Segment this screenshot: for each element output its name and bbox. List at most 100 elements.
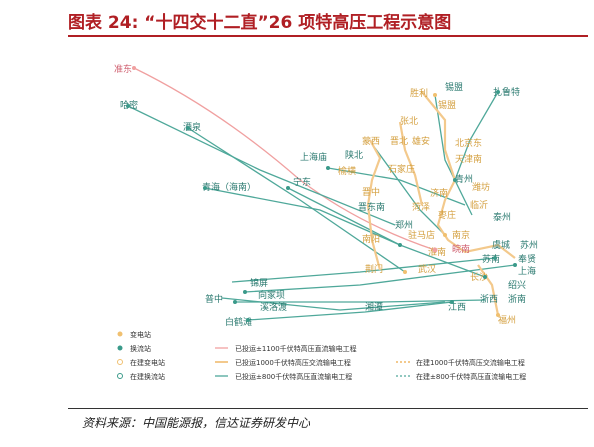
city-label: 张北 <box>400 116 418 127</box>
station-marker <box>443 233 447 237</box>
station-marker <box>126 104 130 108</box>
city-label: 菏泽 <box>412 202 430 213</box>
line-zhundong-wannan <box>133 67 436 251</box>
legend-label: 变电站 <box>130 330 151 339</box>
city-label: 晋北 <box>390 136 408 147</box>
line-ac-southeast <box>477 264 500 316</box>
city-label: 雄安 <box>412 135 430 147</box>
legend-building-substation-ring <box>117 359 123 365</box>
legend-label: 在建1000千伏特高压交流输电工程 <box>416 358 525 367</box>
title-rule <box>68 35 588 37</box>
city-label: 胜利 <box>410 87 428 99</box>
city-label: 蒙西 <box>362 135 380 147</box>
city-label: 武汉 <box>418 263 436 275</box>
city-label: 上海 <box>518 265 536 277</box>
station-marker <box>433 93 437 97</box>
city-label: 郑州 <box>395 219 413 231</box>
city-label: 浙西 <box>480 293 498 305</box>
source-note: 资料来源：中国能源报，信达证券研发中心 <box>82 416 311 430</box>
city-label: 长沙 <box>470 271 488 283</box>
city-label: 荆门 <box>365 263 383 275</box>
station-marker <box>450 300 454 304</box>
city-label: 苏州 <box>520 239 538 251</box>
city-label: 锦屏 <box>250 277 268 289</box>
line-shanghaimiao-linyi <box>327 167 466 206</box>
city-label: 绍兴 <box>508 279 526 291</box>
city-label: 榆横 <box>338 165 356 177</box>
city-label: 向家坝 <box>258 289 285 301</box>
legend-label: 已投运±1100千伏特高压直流输电工程 <box>235 344 357 353</box>
city-label: 普中 <box>205 293 223 305</box>
city-label: 浙南 <box>508 293 526 305</box>
legend-label: 在建±800千伏特高压直流输电工程 <box>416 372 526 381</box>
station-marker <box>203 186 207 190</box>
city-label: 陕北 <box>345 149 363 161</box>
station-marker <box>243 290 247 294</box>
city-label: 北京东 <box>455 137 482 149</box>
line-puzhong-jiangxi <box>221 297 446 311</box>
legend-label: 在建变电站 <box>130 358 165 367</box>
title-bar: 图表 24: “十四交十二直”26 项特高压工程示意图 <box>68 4 588 37</box>
legend-substation-dot <box>117 331 123 337</box>
line-qinghai-henan <box>204 187 401 246</box>
city-label: 上海庙 <box>300 151 327 163</box>
legend-label: 已投运±800千伏特高压直流输电工程 <box>235 372 352 381</box>
line-ac-east <box>398 121 424 206</box>
city-label: 皖南 <box>452 243 470 255</box>
city-label: 宁东 <box>293 176 311 188</box>
city-label: 奉贤 <box>518 253 536 265</box>
station-marker <box>246 318 250 322</box>
city-label: 泰州 <box>493 211 511 223</box>
station-marker <box>453 178 457 182</box>
city-label: 苏南 <box>482 253 500 265</box>
station-marker <box>513 263 517 267</box>
map-legend: 变电站 换流站 在建变电站 在建换流站 已投运±1100千伏特高压直流输电工程 … <box>117 330 526 381</box>
station-marker <box>493 256 497 260</box>
city-label: 济南 <box>430 187 448 199</box>
legend-label: 在建换流站 <box>130 372 165 381</box>
line-jiuquan-hunan <box>187 127 406 273</box>
line-baihetan-jiangxi <box>247 301 453 321</box>
line-xiluodu-zhexi <box>235 299 486 303</box>
city-label: 潍坊 <box>472 181 490 193</box>
city-label: 福州 <box>498 314 516 326</box>
city-label: 青海（海南） <box>202 181 256 193</box>
station-marker <box>432 247 438 253</box>
station-marker <box>398 243 402 247</box>
city-label: 青州 <box>455 173 473 185</box>
station-marker <box>496 313 500 317</box>
city-label: 淮南 <box>428 246 446 258</box>
city-label: 锡盟 <box>438 100 456 111</box>
city-label: 溪洛渡 <box>260 301 287 313</box>
city-label: 江西 <box>448 302 466 313</box>
line-zhalute-qingzhou <box>454 91 499 181</box>
city-label: 南京 <box>452 229 470 241</box>
city-label: 晋中 <box>362 186 380 198</box>
line-ac-middle <box>366 139 382 271</box>
line-ac-north <box>421 91 516 259</box>
city-label: 酒泉 <box>183 121 201 133</box>
line-jinping-sunan <box>231 257 496 283</box>
station-marker <box>233 300 237 304</box>
station-marker <box>132 66 136 70</box>
legend-converter-dot <box>117 345 123 351</box>
line-hami-zhengzhou <box>127 105 396 226</box>
station-marker <box>483 275 487 279</box>
legend-label: 已投运1000千伏特高压交流输电工程 <box>235 358 351 367</box>
source-rule <box>68 408 588 409</box>
city-label: 枣庄 <box>438 209 456 221</box>
station-marker <box>186 126 190 130</box>
legend-label: 换流站 <box>130 344 151 353</box>
city-label: 虞城 <box>492 239 510 251</box>
city-label: 锡盟 <box>445 82 463 93</box>
city-label: 湘潭 <box>365 301 383 313</box>
station-marker <box>403 270 407 274</box>
figure-title: 图表 24: “十四交十二直”26 项特高压工程示意图 <box>68 13 452 33</box>
station-marker <box>286 186 290 190</box>
city-label: 驻马店 <box>408 229 435 241</box>
station-marker <box>496 90 500 94</box>
line-ximeng-taizhou <box>434 94 473 216</box>
city-label: 晋东南 <box>358 201 385 213</box>
city-label: 天津南 <box>455 153 482 165</box>
city-label: 南阳 <box>362 233 380 245</box>
